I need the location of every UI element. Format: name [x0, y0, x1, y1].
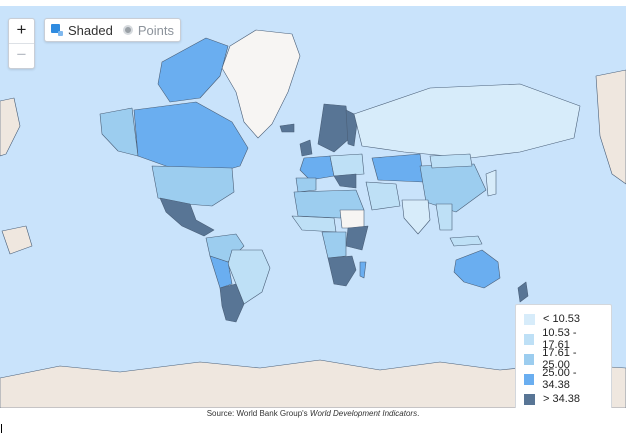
- country-brazil[interactable]: [227, 249, 271, 305]
- country-usa[interactable]: [151, 165, 235, 207]
- legend-swatch: [524, 333, 535, 345]
- caption-title: World Development Indicators: [309, 409, 418, 418]
- country-east-africa[interactable]: [345, 225, 369, 251]
- landmass-pacific-isle: [1, 225, 33, 255]
- country-indonesia[interactable]: [449, 235, 483, 247]
- country-greenland[interactable]: [221, 29, 301, 139]
- world-map[interactable]: + − Shaded Points < 10.53 10.53 - 17.61 …: [0, 6, 626, 408]
- country-scandinavia[interactable]: [317, 103, 351, 153]
- legend-label: 10.53 - 17.61: [542, 327, 577, 351]
- caption-prefix: Source: World Bank Group's: [206, 409, 310, 418]
- legend-swatch: [524, 353, 535, 365]
- country-india[interactable]: [401, 199, 431, 235]
- legend-label: > 34.38: [543, 393, 581, 405]
- country-uk[interactable]: [299, 139, 313, 157]
- country-argentina[interactable]: [219, 283, 245, 323]
- legend-swatch: [524, 393, 535, 405]
- legend-swatch: [524, 373, 535, 385]
- map-canvas[interactable]: [0, 6, 626, 408]
- country-russia[interactable]: [353, 83, 581, 159]
- legend-label: 17.61 - 25.00: [542, 347, 577, 371]
- landmass-west-edge: [0, 97, 21, 157]
- legend-item: > 34.38: [524, 389, 603, 408]
- map-legend: < 10.53 10.53 - 17.61 17.61 - 25.00 25.0…: [515, 304, 612, 408]
- text-cursor: [1, 424, 2, 433]
- points-toggle-button[interactable]: Points: [122, 22, 174, 38]
- country-australia[interactable]: [453, 249, 501, 289]
- country-mexico[interactable]: [159, 197, 215, 237]
- legend-label: 25.00 - 34.38: [542, 367, 577, 391]
- country-mongolia[interactable]: [429, 153, 473, 169]
- country-peru[interactable]: [209, 255, 233, 289]
- zoom-in-button[interactable]: +: [16, 20, 27, 39]
- source-caption: Source: World Bank Group's World Develop…: [0, 409, 626, 418]
- country-france[interactable]: [299, 155, 335, 181]
- country-iceland[interactable]: [279, 123, 295, 133]
- legend-item: 25.00 - 34.38: [524, 367, 603, 391]
- shaded-label: Shaded: [68, 22, 113, 38]
- country-japan[interactable]: [485, 169, 497, 197]
- country-central-africa[interactable]: [321, 231, 347, 259]
- country-iran[interactable]: [365, 181, 401, 211]
- country-madagascar[interactable]: [359, 261, 367, 279]
- legend-item: < 10.53: [524, 309, 603, 329]
- legend-item: 10.53 - 17.61: [524, 327, 603, 351]
- shaded-map-icon: [51, 24, 63, 36]
- country-canada[interactable]: [133, 101, 249, 175]
- country-central-europe[interactable]: [329, 153, 365, 177]
- country-alaska[interactable]: [99, 107, 139, 157]
- country-new-zealand[interactable]: [517, 281, 529, 303]
- landmass-east-edge: [595, 69, 626, 185]
- legend-item: 17.61 - 25.00: [524, 347, 603, 371]
- legend-swatch: [524, 313, 535, 325]
- zoom-out-button[interactable]: −: [9, 43, 34, 68]
- caption-suffix: .: [417, 409, 420, 418]
- points-label: Points: [137, 22, 174, 38]
- shaded-toggle-button[interactable]: Shaded: [51, 23, 113, 38]
- country-sudan[interactable]: [339, 209, 365, 229]
- points-map-icon: [122, 25, 133, 35]
- zoom-control: + −: [8, 18, 35, 69]
- legend-label: < 10.53: [543, 313, 581, 325]
- country-italy-balkans[interactable]: [333, 173, 357, 189]
- region-arctic-islands[interactable]: [157, 37, 229, 103]
- country-southern-africa[interactable]: [327, 255, 357, 287]
- view-toggle: Shaded Points: [44, 18, 181, 42]
- country-iberia[interactable]: [295, 177, 317, 193]
- country-southeast-asia[interactable]: [435, 203, 453, 231]
- antarctica: [0, 359, 626, 408]
- country-kazakhstan[interactable]: [371, 153, 425, 183]
